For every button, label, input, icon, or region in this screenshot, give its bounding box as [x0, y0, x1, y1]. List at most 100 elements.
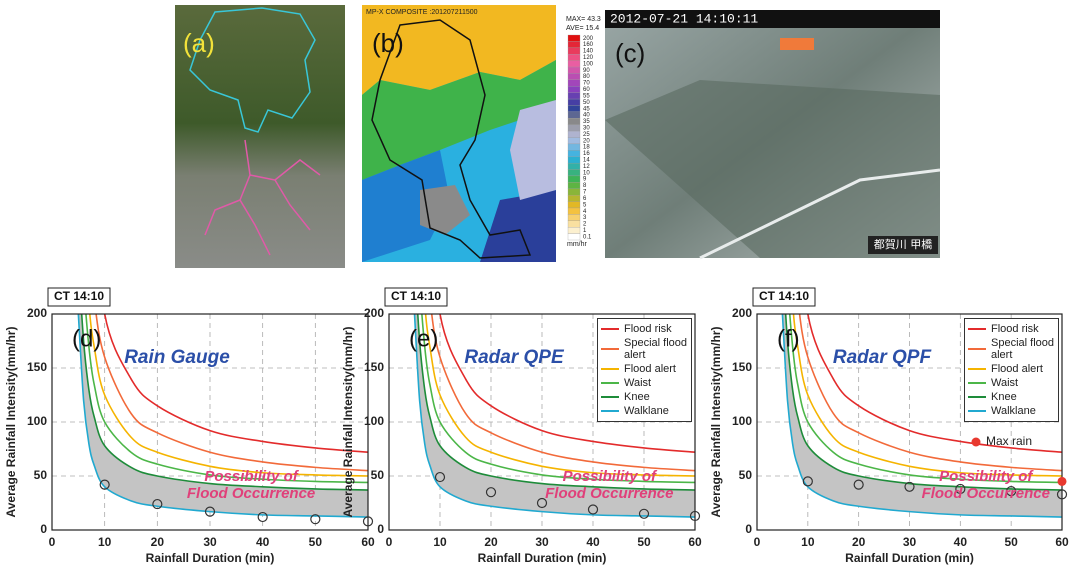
panel-label: (f) — [777, 325, 800, 352]
data-point — [485, 487, 497, 498]
colorbar-label: 7 — [583, 190, 587, 196]
radar-zone — [510, 100, 556, 200]
region-label: Possibility of — [204, 468, 299, 485]
y-tick-label: 0 — [745, 522, 752, 536]
legend-marker — [971, 437, 981, 447]
legend-swatch — [601, 396, 619, 398]
y-tick-label: 200 — [27, 306, 47, 320]
threshold-line — [798, 314, 1062, 472]
colorbar-label: 20 — [583, 138, 590, 144]
legend-swatch — [968, 410, 986, 412]
legend-label: Waist — [991, 377, 1019, 389]
colorbar-label: 120 — [583, 55, 594, 61]
colorbar-cell — [567, 66, 581, 74]
colorbar-cell — [567, 207, 581, 215]
colorbar-cell — [567, 175, 581, 183]
colorbar-label: 10 — [583, 170, 590, 176]
radar-zone — [362, 60, 556, 180]
x-tick-label: 20 — [484, 535, 498, 549]
colorbar-label: 25 — [583, 132, 590, 138]
data-point — [1006, 486, 1017, 497]
legend-label: Flood risk — [624, 323, 672, 335]
legend-item: Special flood alert — [601, 337, 688, 361]
legend-swatch — [968, 328, 986, 330]
legend-label: Walklane — [624, 405, 669, 417]
basin-outline — [189, 7, 316, 133]
colorbar-cell — [567, 227, 581, 234]
x-tick-label: 20 — [852, 535, 866, 549]
data-point — [1057, 476, 1067, 486]
flood-band — [78, 314, 368, 518]
panel-label: (c) — [615, 38, 645, 68]
y-axis-label: Average Rainfall Intensity(mm/hr) — [341, 327, 355, 518]
data-point — [99, 479, 110, 490]
panel-c: 2012-07-21 14:10:11 都賀川 甲橋 (c) — [605, 10, 941, 260]
legend: Flood risk Special flood alert Flood alert… — [597, 318, 692, 422]
threshold-line — [413, 314, 695, 518]
x-tick-label: 40 — [586, 535, 600, 549]
legend-item: Waist — [601, 377, 688, 389]
x-tick-label: 60 — [688, 535, 702, 549]
colorbar-cell — [567, 137, 581, 145]
colorbar: 2001601401201009080706055504540353025201… — [567, 34, 594, 240]
y-axis-label: Average Rainfall Intensity(mm/hr) — [709, 327, 723, 518]
threshold-line — [439, 314, 695, 454]
colorbar-cell — [567, 156, 581, 164]
panel-label: (e) — [409, 325, 438, 352]
colorbar-cell — [567, 130, 581, 138]
legend-swatch — [968, 348, 986, 350]
colorbar-label: 3 — [583, 215, 587, 221]
colorbar-label: 9 — [583, 177, 587, 183]
x-axis-label: Rainfall Duration (min) — [146, 551, 275, 565]
threshold-line — [416, 314, 695, 491]
colorbar-cell — [567, 105, 581, 113]
radar-zone — [480, 190, 556, 262]
legend-item: Flood risk — [601, 323, 688, 335]
legend-item: Walklane — [601, 405, 688, 417]
chart-title: CT 14:10 — [759, 289, 809, 303]
legend-item: Knee — [968, 391, 1055, 403]
colorbar-label: 1 — [583, 228, 587, 234]
satellite-image — [175, 5, 345, 268]
colorbar-label: 90 — [583, 68, 590, 74]
data-point — [638, 508, 650, 519]
plot-content — [413, 314, 695, 518]
colorbar-cell — [567, 79, 581, 87]
location: 都賀川 甲橋 — [874, 237, 933, 251]
x-tick-label: 60 — [1055, 535, 1069, 549]
y-tick-label: 150 — [27, 360, 47, 374]
colorbar-label: 160 — [583, 42, 594, 48]
threshold-line — [95, 314, 368, 472]
colorbar-cell — [567, 195, 581, 202]
river-network — [204, 139, 321, 256]
y-tick-label: 100 — [27, 414, 47, 428]
y-tick-label: 100 — [732, 414, 752, 428]
colorbar-cell — [567, 188, 581, 196]
legend-label: Walklane — [991, 405, 1036, 417]
colorbar-label: 12 — [583, 164, 590, 170]
colorbar-cell — [567, 162, 581, 170]
colorbar-cell — [567, 92, 581, 100]
colorbar-cell — [567, 182, 581, 189]
y-tick-label: 0 — [377, 522, 384, 536]
x-tick-label: 30 — [903, 535, 917, 549]
data-point — [257, 511, 268, 523]
colorbar-label: 0.1 — [583, 234, 592, 240]
threshold-line — [424, 314, 695, 477]
title-box — [384, 287, 448, 307]
colorbar-cell — [567, 124, 581, 132]
colorbar-label: 40 — [583, 113, 590, 119]
colorbar-label: 8 — [583, 183, 587, 189]
legend-swatch — [968, 396, 986, 398]
legend-item: Special flood alert — [968, 337, 1055, 361]
threshold-line — [77, 314, 368, 518]
plot-content — [77, 314, 368, 518]
data-point — [362, 516, 374, 527]
region-label: Possibility of — [939, 468, 1034, 485]
x-tick-label: 10 — [98, 535, 112, 549]
threshold-line — [781, 314, 1062, 518]
x-tick-label: 30 — [203, 535, 217, 549]
colorbar-label: 14 — [583, 158, 590, 164]
colorbar-label: 18 — [583, 145, 590, 151]
radar-ave: AVE= 15.4 — [566, 25, 599, 32]
